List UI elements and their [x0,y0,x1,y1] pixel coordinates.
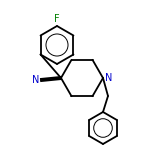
Text: N: N [32,75,39,85]
Text: N: N [105,73,112,83]
Text: F: F [54,15,60,24]
